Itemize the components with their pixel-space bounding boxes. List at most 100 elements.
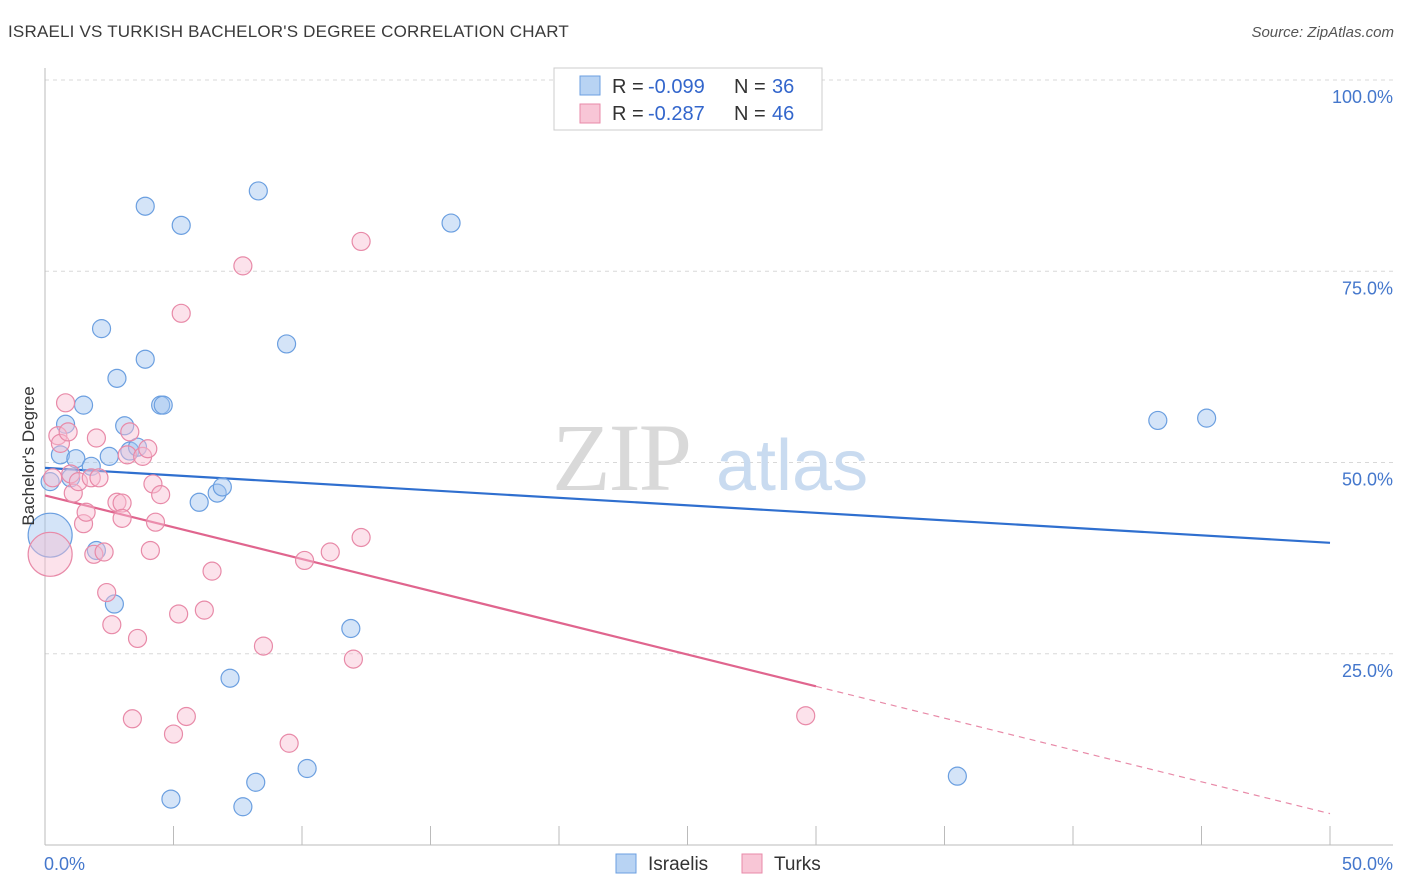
point-turks-32 <box>169 604 189 624</box>
point-turks-14 <box>89 468 109 488</box>
point-turks-38 <box>253 636 274 656</box>
point-turks-15 <box>94 542 114 562</box>
y-tick-label-50: 50.0% <box>1342 470 1393 490</box>
point-israelis-3 <box>55 414 76 434</box>
legend-swatch-turks <box>579 103 601 124</box>
legend-n-value-israelis: 36 <box>772 76 794 98</box>
point-turks-45 <box>796 706 816 726</box>
series-legend-label-israelis: Israelis <box>648 854 708 875</box>
point-turks-28 <box>143 474 163 494</box>
point-turks-36 <box>202 561 222 581</box>
point-turks-44 <box>351 231 371 252</box>
y-axis-label: Bachelor's Degree <box>19 386 38 525</box>
x-tick-label-max: 50.0% <box>1342 854 1393 874</box>
point-turks-4 <box>55 393 76 413</box>
legend-r-value-turks: -0.287 <box>648 103 705 125</box>
x-tick-label-min: 0.0% <box>44 854 85 874</box>
point-israelis-33 <box>947 766 967 786</box>
axes <box>44 68 1393 846</box>
point-israelis-23 <box>212 477 232 497</box>
watermark-zip: ZIP <box>552 404 690 511</box>
point-israelis-32 <box>233 797 253 817</box>
point-turks-3 <box>50 433 71 453</box>
source-label: Source: ZipAtlas.com <box>1251 24 1394 41</box>
point-turks-42 <box>343 649 363 669</box>
point-israelis-15 <box>127 437 148 457</box>
point-turks-30 <box>151 485 171 505</box>
point-turks-7 <box>63 483 83 503</box>
point-israelis-2 <box>50 445 71 465</box>
point-turks-29 <box>145 512 166 532</box>
point-israelis-24 <box>220 668 240 688</box>
point-israelis-35 <box>1197 408 1217 428</box>
point-israelis-6 <box>66 449 86 469</box>
series-legend-swatch-israelis <box>615 853 637 874</box>
point-israelis-29 <box>441 213 461 233</box>
point-turks-9 <box>73 514 94 534</box>
trend-line-extension-turks <box>815 685 1331 815</box>
y-tick-labels: 25.0% 50.0% 75.0% 100.0% <box>1332 87 1393 681</box>
watermark-atlas: atlas <box>716 426 868 506</box>
point-turks-2 <box>48 426 68 446</box>
point-turks-8 <box>68 472 89 492</box>
point-turks-13 <box>86 428 107 448</box>
legend-r-label-turks: R = <box>612 103 644 125</box>
point-turks-0 <box>27 531 73 577</box>
trend-line-turks <box>44 494 817 688</box>
point-israelis-11 <box>104 594 124 614</box>
point-israelis-13 <box>115 416 135 436</box>
point-israelis-7 <box>81 456 101 476</box>
point-turks-5 <box>58 422 78 442</box>
trend-lines <box>44 466 1331 815</box>
point-israelis-12 <box>107 368 127 388</box>
y-tick-label-25: 25.0% <box>1342 661 1393 681</box>
series-legend-swatch-turks <box>741 853 763 874</box>
point-turks-27 <box>140 540 160 561</box>
point-turks-22 <box>120 422 140 442</box>
point-turks-21 <box>117 445 137 465</box>
point-israelis-22 <box>207 483 227 503</box>
y-tick-label-75: 75.0% <box>1342 278 1393 298</box>
point-israelis-19 <box>153 395 173 415</box>
point-israelis-28 <box>341 618 361 639</box>
point-turks-26 <box>138 439 158 459</box>
chart-title: ISRAELI VS TURKISH BACHELOR'S DEGREE COR… <box>8 22 570 41</box>
point-israelis-10 <box>99 446 119 466</box>
point-israelis-26 <box>276 334 297 354</box>
point-turks-40 <box>294 550 315 571</box>
point-turks-17 <box>102 615 122 635</box>
legend-n-value-turks: 46 <box>772 103 794 125</box>
point-turks-11 <box>81 468 101 488</box>
point-israelis-30 <box>161 789 181 809</box>
legend-swatch-israelis <box>579 75 601 96</box>
point-turks-34 <box>176 706 196 727</box>
legend-r-value-israelis: -0.099 <box>648 76 705 98</box>
point-israelis-4 <box>73 395 94 415</box>
point-turks-41 <box>320 542 340 562</box>
point-turks-1 <box>43 468 63 488</box>
point-israelis-34 <box>1148 410 1168 431</box>
point-turks-10 <box>76 502 96 522</box>
gridlines <box>45 79 1393 655</box>
trend-line-israelis <box>44 466 1331 544</box>
point-turks-23 <box>122 709 142 729</box>
point-israelis-16 <box>135 196 155 216</box>
point-turks-19 <box>112 493 132 513</box>
point-turks-39 <box>279 733 299 753</box>
point-turks-6 <box>61 464 81 484</box>
legend-n-label-turks: N = <box>734 103 766 125</box>
legend-n-label-israelis: N = <box>734 76 766 98</box>
point-turks-31 <box>163 724 184 744</box>
point-israelis-0 <box>27 512 73 558</box>
point-israelis-8 <box>91 319 112 339</box>
point-turks-24 <box>127 628 148 649</box>
point-israelis-25 <box>248 181 268 201</box>
point-israelis-27 <box>297 758 317 779</box>
stats-legend: R = -0.099 N = 36 R = -0.287 N = 46 <box>553 67 823 131</box>
point-turks-37 <box>233 256 253 276</box>
series-legend: Israelis Turks <box>615 853 821 875</box>
point-israelis-20 <box>171 215 191 235</box>
point-turks-33 <box>171 303 191 323</box>
y-tick-label-100: 100.0% <box>1332 87 1393 107</box>
